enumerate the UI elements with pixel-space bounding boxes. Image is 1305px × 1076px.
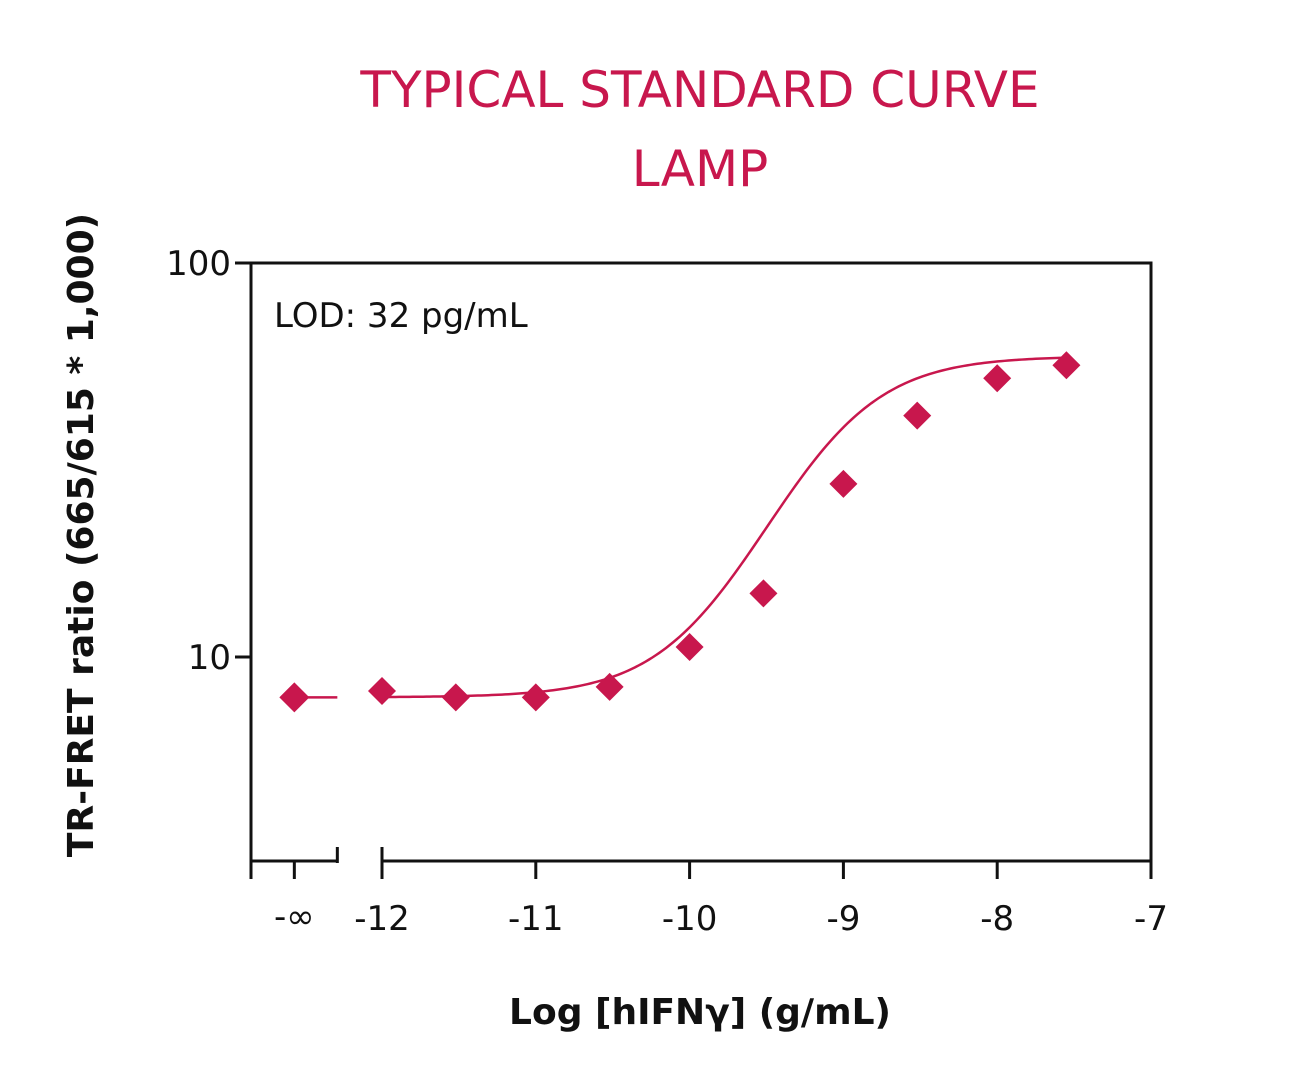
axes: -∞ -12 -11 -10 -9 -8 -7 10 100	[166, 244, 1168, 939]
y-tick-label: 10	[188, 638, 231, 678]
data-point	[829, 469, 858, 498]
data-point	[675, 633, 704, 662]
chart-subtitle: LAMP	[632, 140, 769, 198]
x-tick-label: -10	[662, 899, 718, 939]
x-tick-label: -12	[354, 899, 410, 939]
data-point	[903, 401, 932, 430]
x-axis-label: Log [hIFNγ] (g/mL)	[509, 992, 891, 1033]
axis-break-gap	[337, 857, 382, 865]
data-point	[441, 683, 470, 712]
data-point	[368, 676, 396, 705]
plot-frame	[249, 261, 1153, 863]
x-tick-label: -9	[826, 899, 860, 939]
data-point	[1052, 351, 1081, 380]
data-point	[749, 579, 778, 608]
data-points	[279, 351, 1081, 713]
y-tick-label: 100	[166, 244, 231, 284]
data-point	[595, 672, 624, 701]
data-point	[279, 682, 310, 713]
chart-title: TYPICAL STANDARD CURVE	[359, 61, 1039, 119]
data-point	[521, 683, 550, 712]
lod-annotation: LOD: 32 pg/mL	[274, 296, 528, 336]
data-point	[983, 364, 1012, 393]
x-tick-label-break: -∞	[274, 897, 315, 937]
y-axis-label: TR-FRET ratio (665/615 * 1,000)	[61, 213, 102, 857]
x-tick-label: -8	[980, 899, 1014, 939]
x-tick-label: -7	[1134, 899, 1168, 939]
fit-curve	[381, 356, 1067, 699]
x-tick-label: -11	[508, 899, 564, 939]
